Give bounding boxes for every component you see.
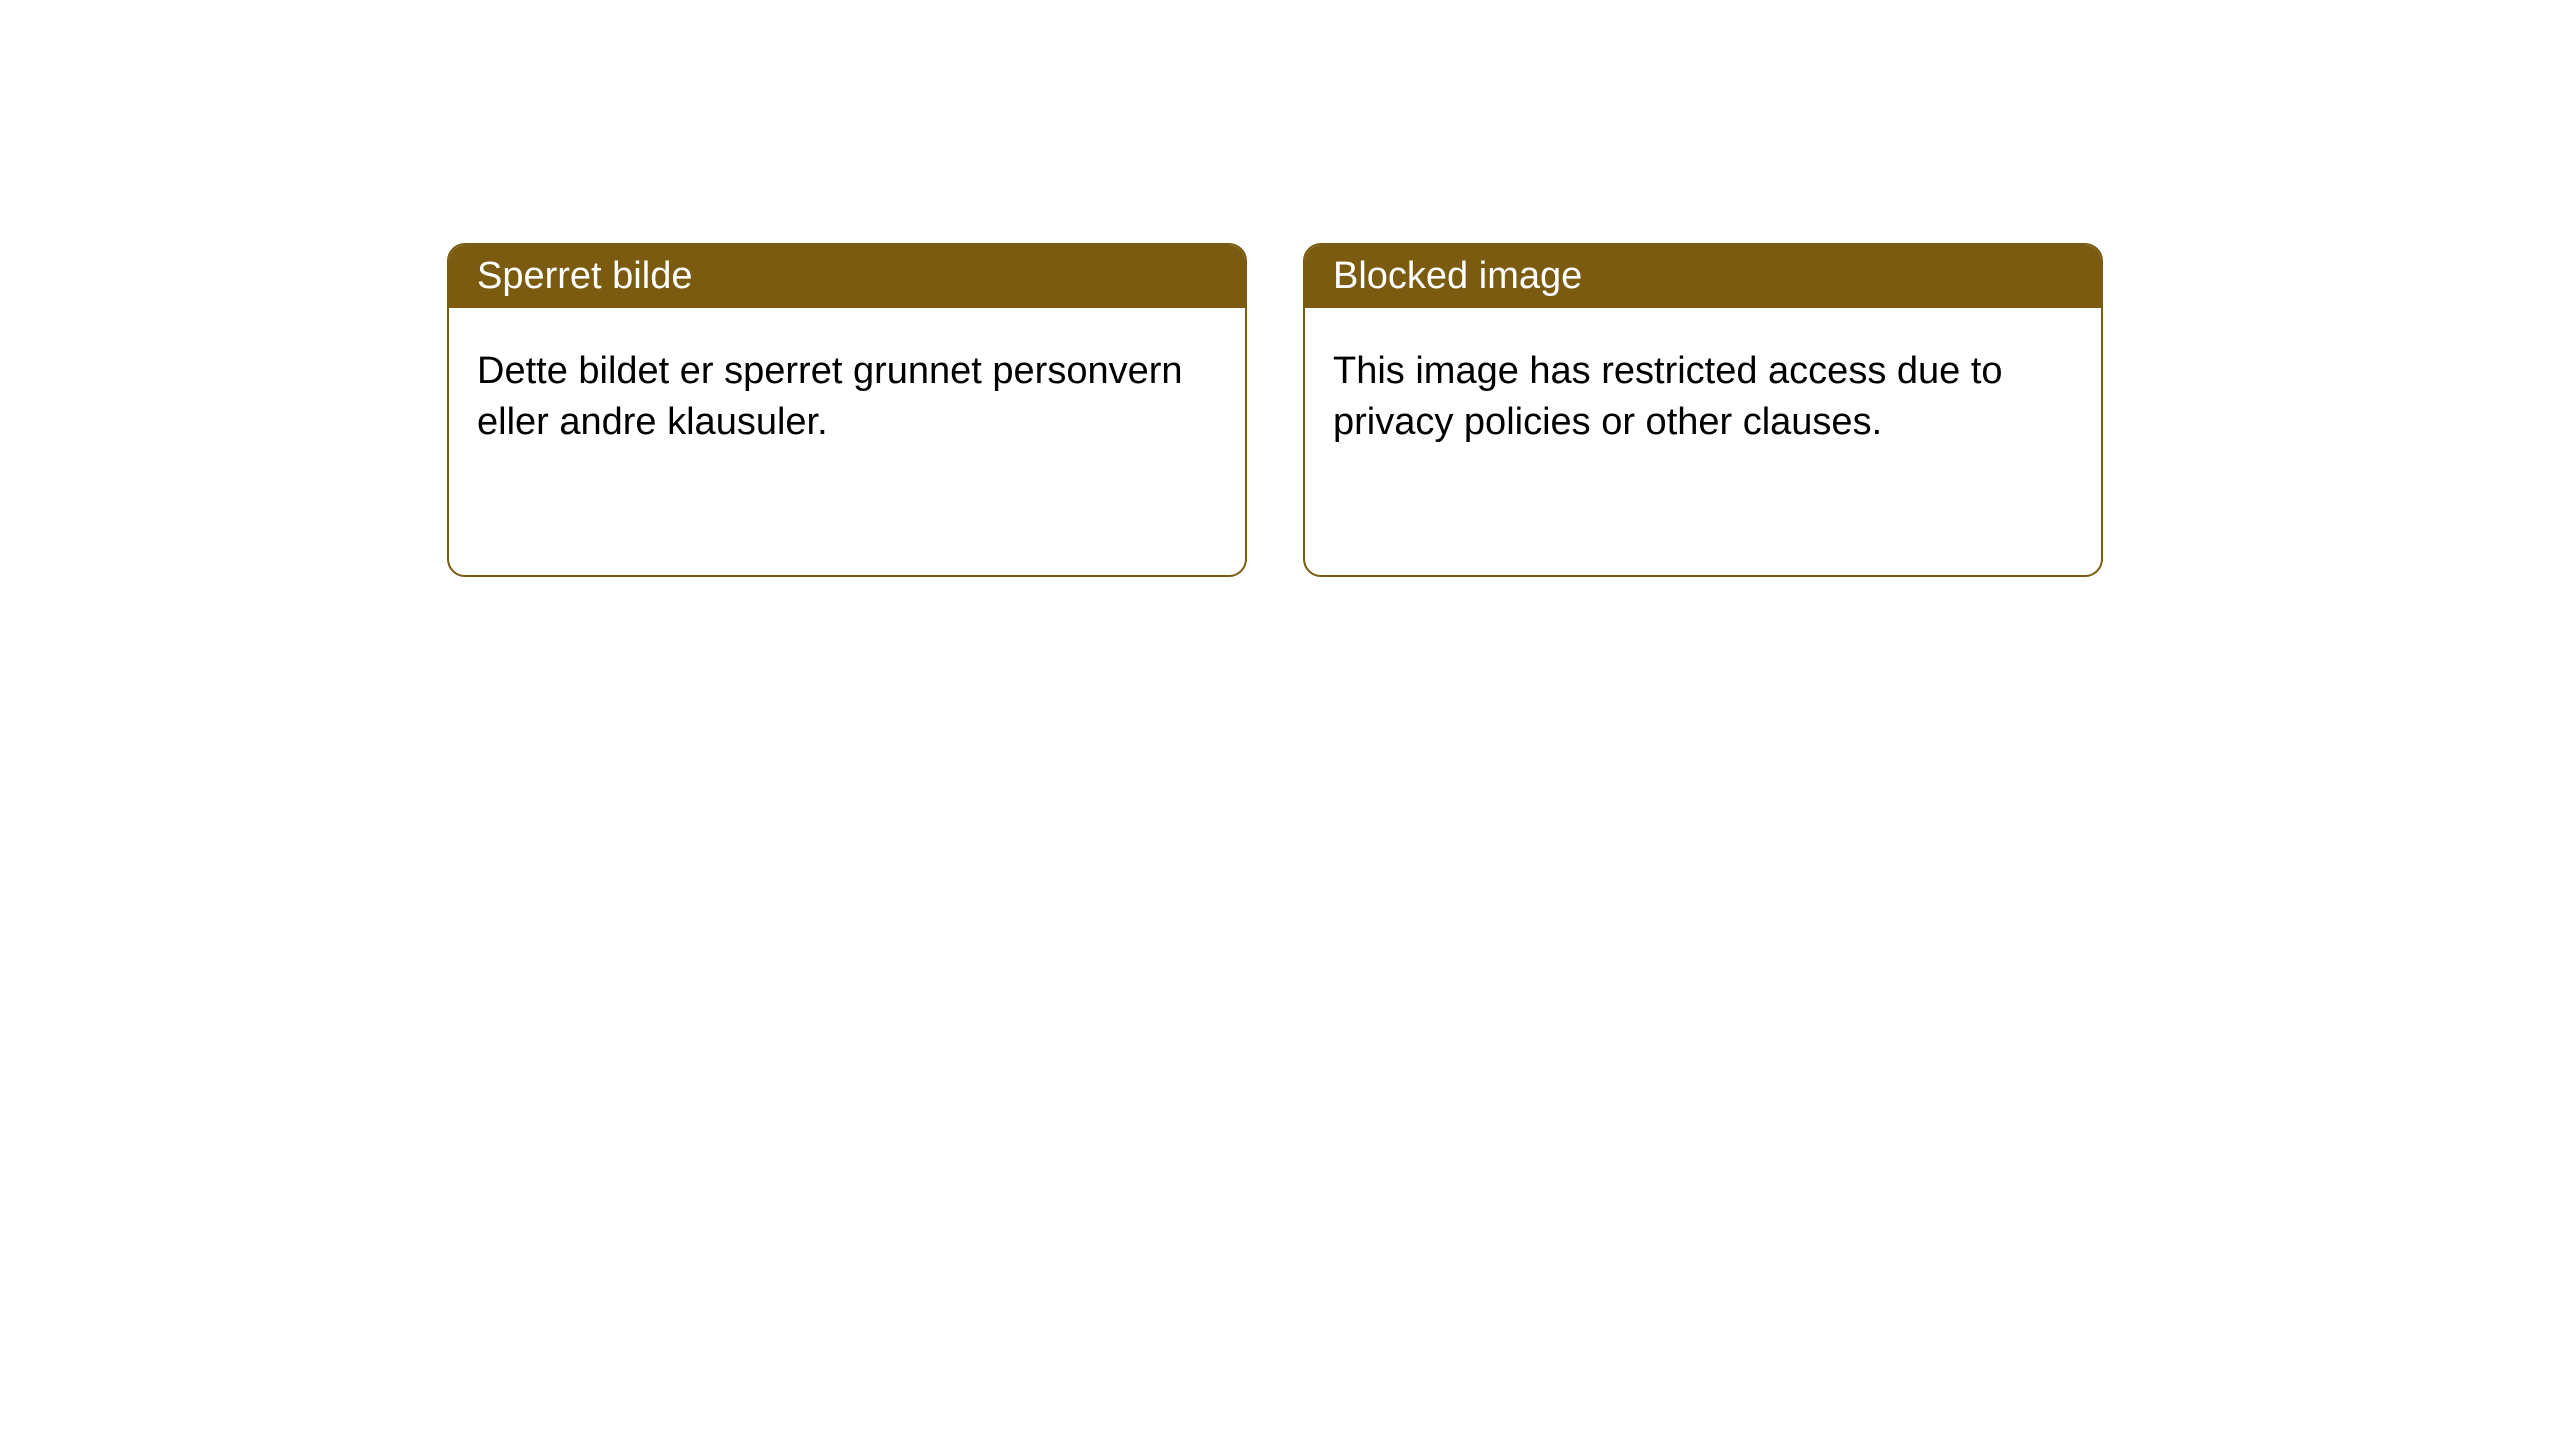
blocked-image-card-en: Blocked image This image has restricted …: [1303, 243, 2103, 577]
notice-container: Sperret bilde Dette bildet er sperret gr…: [0, 0, 2560, 577]
blocked-image-card-no: Sperret bilde Dette bildet er sperret gr…: [447, 243, 1247, 577]
card-body: Dette bildet er sperret grunnet personve…: [449, 308, 1245, 487]
card-header: Blocked image: [1305, 245, 2101, 308]
card-header: Sperret bilde: [449, 245, 1245, 308]
card-body: This image has restricted access due to …: [1305, 308, 2101, 487]
